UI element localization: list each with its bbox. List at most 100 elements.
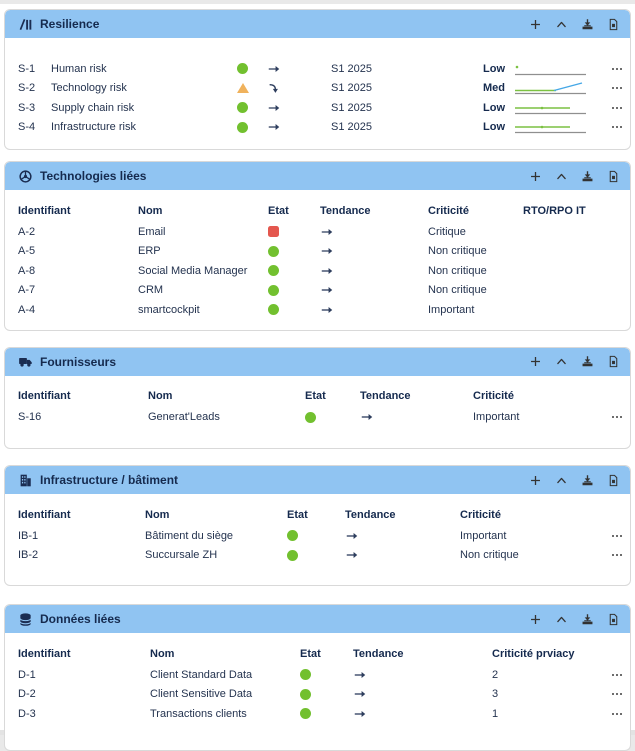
download-button[interactable] (580, 17, 594, 31)
add-button[interactable] (528, 169, 542, 183)
panel-technologies: Technologies liées Identifiant Nom Etat … (4, 161, 631, 331)
row-menu-button[interactable] (610, 65, 624, 73)
trend-icon (353, 687, 492, 701)
row-menu-button[interactable] (610, 413, 624, 421)
row-menu-button[interactable] (610, 710, 624, 718)
table-row[interactable]: A-4 smartcockpit Important (5, 300, 630, 320)
table-row[interactable]: A-2 Email Critique (5, 222, 630, 242)
row-name: Transactions clients (150, 707, 247, 720)
add-button[interactable] (528, 355, 542, 369)
state-icon (268, 226, 279, 238)
row-id: D-2 (18, 688, 36, 701)
export-file-button[interactable] (606, 169, 620, 183)
row-period: S1 2025 (331, 82, 372, 95)
column-header: Tendance (360, 390, 411, 402)
state-icon (268, 265, 279, 277)
panel-title: Resilience (40, 17, 100, 31)
column-header: Nom (138, 204, 163, 217)
row-criticite: Important (473, 411, 520, 424)
row-criticite: 2 (492, 668, 499, 681)
list-item[interactable]: S-1 Human risk S1 2025 Low (5, 59, 630, 79)
row-name: ERP (138, 245, 161, 258)
row-menu-button[interactable] (610, 123, 624, 131)
state-icon (237, 83, 249, 94)
row-period: S1 2025 (331, 101, 372, 114)
database-icon (18, 611, 34, 627)
table-row[interactable]: D-3 Transactions clients 1 (5, 704, 630, 724)
row-id: D-1 (18, 668, 36, 681)
table-row[interactable]: S-16 Generat'Leads Important (5, 408, 630, 428)
row-id: S-3 (18, 101, 36, 114)
truck-icon (18, 354, 34, 370)
table-row[interactable]: IB-2 Succursale ZH Non critique (5, 546, 630, 566)
trend-icon (320, 303, 428, 317)
row-menu-button[interactable] (610, 551, 624, 559)
trend-icon (353, 707, 492, 721)
row-name: Client Standard Data (150, 668, 253, 681)
export-file-button[interactable] (606, 17, 620, 31)
row-name: Client Sensitive Data (150, 688, 253, 701)
column-header: Etat (305, 390, 326, 402)
trend-icon (320, 244, 428, 258)
export-file-button[interactable] (606, 612, 620, 626)
table-row[interactable]: A-5 ERP Non critique (5, 242, 630, 262)
state-icon (237, 102, 248, 114)
row-criticite: Non critique (428, 245, 487, 258)
row-menu-button[interactable] (610, 690, 624, 698)
export-file-button[interactable] (606, 473, 620, 487)
panel-resilience-header: Resilience (5, 10, 630, 38)
row-name: Generat'Leads (148, 411, 220, 424)
panel-fournisseurs-header: Fournisseurs (5, 347, 630, 376)
panel-technologies-header: Technologies liées (5, 162, 630, 190)
state-icon (300, 708, 311, 720)
list-item[interactable]: S-2 Technology risk S1 2025 Med (5, 79, 630, 99)
row-criticite: Non critique (428, 264, 487, 277)
download-button[interactable] (580, 473, 594, 487)
row-menu-button[interactable] (610, 671, 624, 679)
row-menu-button[interactable] (610, 84, 624, 92)
row-id: IB-1 (18, 529, 39, 542)
row-criticite: Critique (428, 225, 466, 238)
table-row[interactable]: D-1 Client Standard Data 2 (5, 665, 630, 685)
state-icon (300, 688, 311, 700)
row-level: Low (483, 121, 505, 134)
add-button[interactable] (528, 17, 542, 31)
table-row[interactable]: A-8 Social Media Manager Non critique (5, 261, 630, 281)
table-row[interactable]: IB-1 Bâtiment du siège Important (5, 526, 630, 546)
row-id: S-16 (18, 411, 42, 424)
download-button[interactable] (580, 355, 594, 369)
row-id: IB-2 (18, 549, 39, 562)
collapse-button[interactable] (554, 169, 568, 183)
row-id: A-7 (18, 284, 36, 297)
add-button[interactable] (528, 473, 542, 487)
column-header: Etat (268, 204, 289, 217)
trend-sparkline (513, 81, 591, 95)
list-item[interactable]: S-4 Infrastructure risk S1 2025 Low (5, 118, 630, 138)
column-header: Etat (300, 647, 321, 660)
row-menu-button[interactable] (610, 104, 624, 112)
table-header: Identifiant Nom Etat Tendance Criticité (5, 506, 630, 523)
row-name: Human risk (51, 62, 107, 75)
row-menu-button[interactable] (610, 532, 624, 540)
row-id: D-3 (18, 707, 36, 720)
state-icon (237, 63, 248, 75)
download-button[interactable] (580, 612, 594, 626)
state-icon (268, 284, 279, 296)
export-file-button[interactable] (606, 355, 620, 369)
row-id: S-1 (18, 62, 36, 75)
collapse-button[interactable] (554, 17, 568, 31)
table-row[interactable]: A-7 CRM Non critique (5, 281, 630, 301)
collapse-button[interactable] (554, 355, 568, 369)
collapse-button[interactable] (554, 473, 568, 487)
column-header: Identifiant (18, 204, 71, 217)
list-item[interactable]: S-3 Supply chain risk S1 2025 Low (5, 98, 630, 118)
row-name: Technology risk (51, 82, 127, 95)
trend-icon (267, 120, 325, 134)
add-button[interactable] (528, 612, 542, 626)
download-button[interactable] (580, 169, 594, 183)
panel-fournisseurs: Fournisseurs Identifiant Nom Etat Tendan… (4, 346, 631, 449)
table-row[interactable]: D-2 Client Sensitive Data 3 (5, 685, 630, 705)
collapse-button[interactable] (554, 612, 568, 626)
row-level: Low (483, 62, 505, 75)
state-icon (268, 245, 279, 257)
